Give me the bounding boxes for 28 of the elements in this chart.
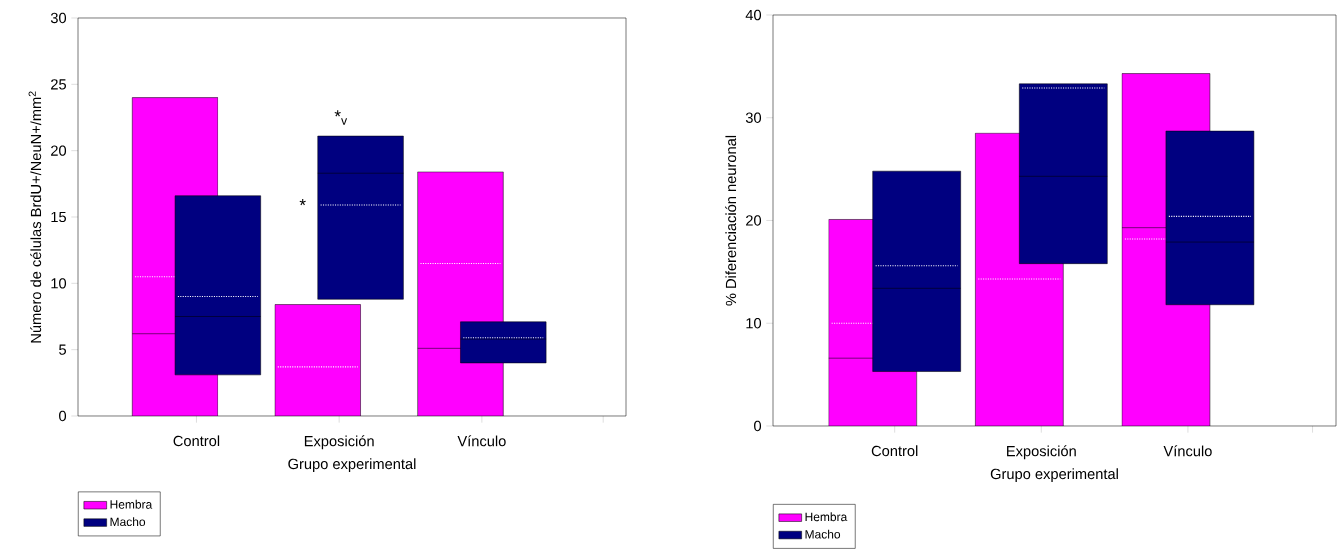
- y-tick-label: 15: [51, 211, 67, 223]
- x-tick-label: Exposición: [304, 435, 374, 450]
- y-tick-label: 5: [59, 344, 67, 355]
- legend-label: Macho: [110, 517, 146, 527]
- legend-label: Hembra: [805, 512, 848, 522]
- y-tick-label: 25: [51, 79, 67, 90]
- x-axis-title: Grupo experimental: [288, 458, 416, 473]
- annotation: *$_{v}$: [334, 110, 348, 125]
- x-axis-title: Grupo experimental: [990, 468, 1118, 483]
- x-tick-label: Vínculo: [1163, 445, 1212, 457]
- x-tick-label: Vínculo: [457, 435, 506, 447]
- y-tick-label: 30: [745, 112, 762, 123]
- y-tick-label: 30: [50, 12, 67, 24]
- x-tick-label: Control: [173, 435, 220, 447]
- legend-label: Macho: [805, 529, 841, 539]
- x-tick-label: Control: [871, 445, 918, 457]
- y-tick-label: 20: [746, 215, 762, 226]
- y-axis-title: % Diferenciación neuronal: [725, 135, 737, 306]
- legend-label: Hembra: [110, 499, 153, 509]
- y-tick-label: 10: [51, 278, 67, 289]
- y-tick-label: 0: [754, 420, 762, 432]
- y-axis-title: Número de células BrdU+/NeuN+/mm$^{2}$: [28, 91, 42, 343]
- x-tick-label: Exposición: [1007, 445, 1076, 460]
- y-tick-label: 10: [746, 318, 762, 329]
- annotation: *: [299, 199, 306, 206]
- y-tick-label: 0: [59, 410, 67, 422]
- y-tick-label: 20: [51, 145, 67, 156]
- y-tick-label: 40: [745, 9, 762, 21]
